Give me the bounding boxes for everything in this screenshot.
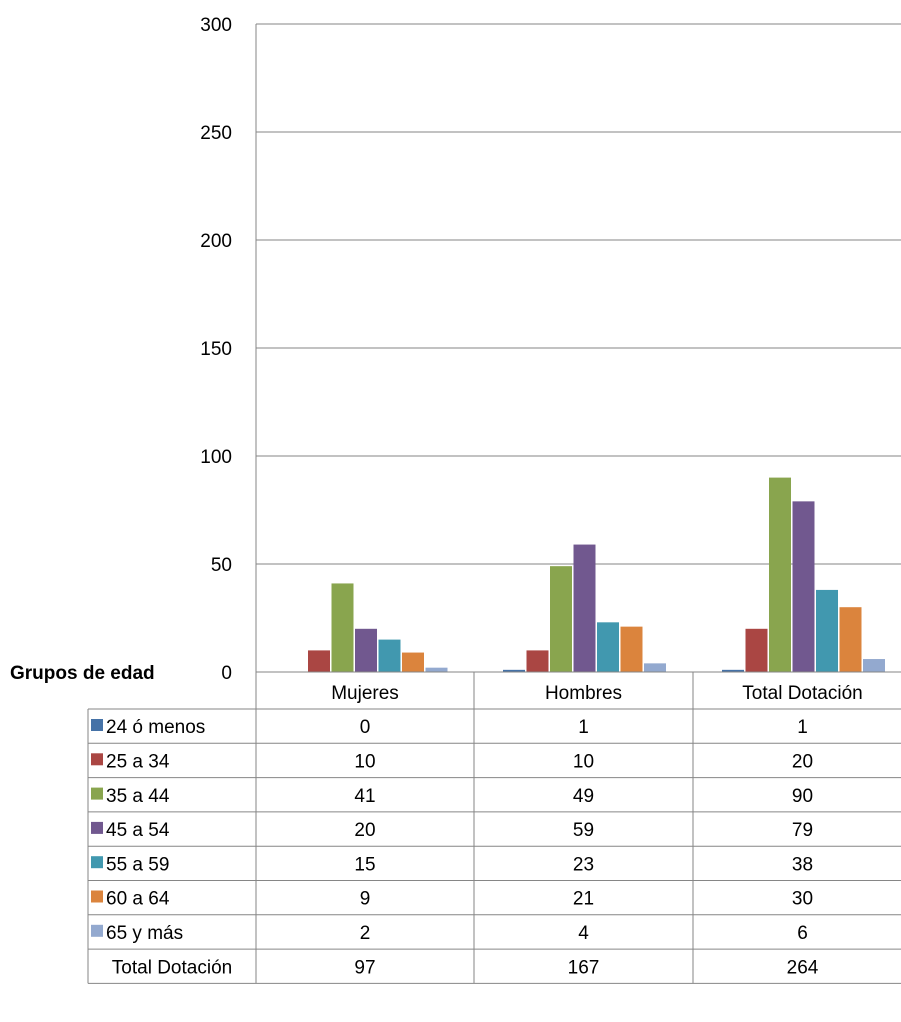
bar [644,663,666,672]
legend-label: 65 y más [106,923,183,944]
legend-label: 55 a 59 [106,854,169,875]
total-row-cell: 97 [354,957,375,978]
bar [550,566,572,672]
table-cell: 23 [573,854,594,875]
bar [425,667,448,672]
table-cell: 4 [578,923,589,944]
bar [769,477,791,672]
table-cell: 6 [797,923,808,944]
total-row-label: Total Dotación [112,957,232,978]
y-tick-label: 50 [211,555,232,576]
table-cell: 21 [573,889,594,910]
y-tick-label: 300 [200,15,232,36]
table-cell: 1 [797,717,808,738]
y-tick-label: 150 [200,339,232,360]
table-cell: 30 [792,889,813,910]
y-axis-ticks: 0 50 100 150 200 250 300 [200,15,232,684]
y-tick-label: 200 [200,231,232,252]
bar [355,628,377,672]
y-axis-label: Grupos de edad [10,663,155,684]
bar [792,501,815,672]
bar [526,650,549,672]
legend-label: 35 a 44 [106,786,170,807]
bar [503,669,525,672]
table-cell: 20 [354,820,375,841]
bar [597,622,619,672]
bars [308,477,885,672]
gridlines [256,23,901,565]
table-cell: 1 [578,717,589,738]
bar [620,626,643,672]
bar [378,639,401,672]
legend-swatch [91,821,103,834]
bar [308,650,330,672]
x-category-label: Hombres [545,683,622,704]
axes [255,24,901,673]
bar [573,544,596,672]
x-category-label: Total Dotación [742,683,862,704]
table-cell: 90 [792,786,813,807]
bar [402,652,424,672]
total-row-cell: 264 [787,957,819,978]
table-cell: 79 [792,820,813,841]
legend-swatch [91,787,103,800]
table-cell: 2 [360,923,371,944]
x-category-label: Mujeres [331,683,399,704]
table-cell: 41 [354,786,375,807]
y-tick-label: 250 [200,123,232,144]
legend-swatch [91,856,103,869]
bar [331,583,354,672]
legend-swatch [91,890,103,903]
legend-swatch [91,753,103,766]
table-cell: 38 [792,854,813,875]
y-tick-label: 0 [221,663,232,684]
bar [816,589,838,672]
legend-label: 60 a 64 [106,889,170,910]
legend-label: 45 a 54 [106,820,170,841]
table-cell: 15 [354,854,375,875]
legend-swatch [91,719,103,731]
bar [722,669,744,672]
bar [745,628,768,672]
table-cell: 0 [360,717,371,738]
table-cell: 9 [360,889,371,910]
table-cell: 10 [354,751,375,772]
table-cell: 59 [573,820,594,841]
bar [863,659,885,672]
legend-swatch [91,924,103,937]
y-tick-label: 100 [200,447,232,468]
legend-label: 24 ó menos [106,717,205,738]
data-table: Mujeres Hombres Total Dotación 24 ó menos 0 1… [87,672,901,984]
total-row-cell: 167 [568,957,600,978]
table-cell: 10 [573,751,594,772]
table-cell: 49 [573,786,594,807]
bar [839,607,862,672]
table-cell: 20 [792,751,813,772]
legend-label: 25 a 34 [106,751,170,772]
